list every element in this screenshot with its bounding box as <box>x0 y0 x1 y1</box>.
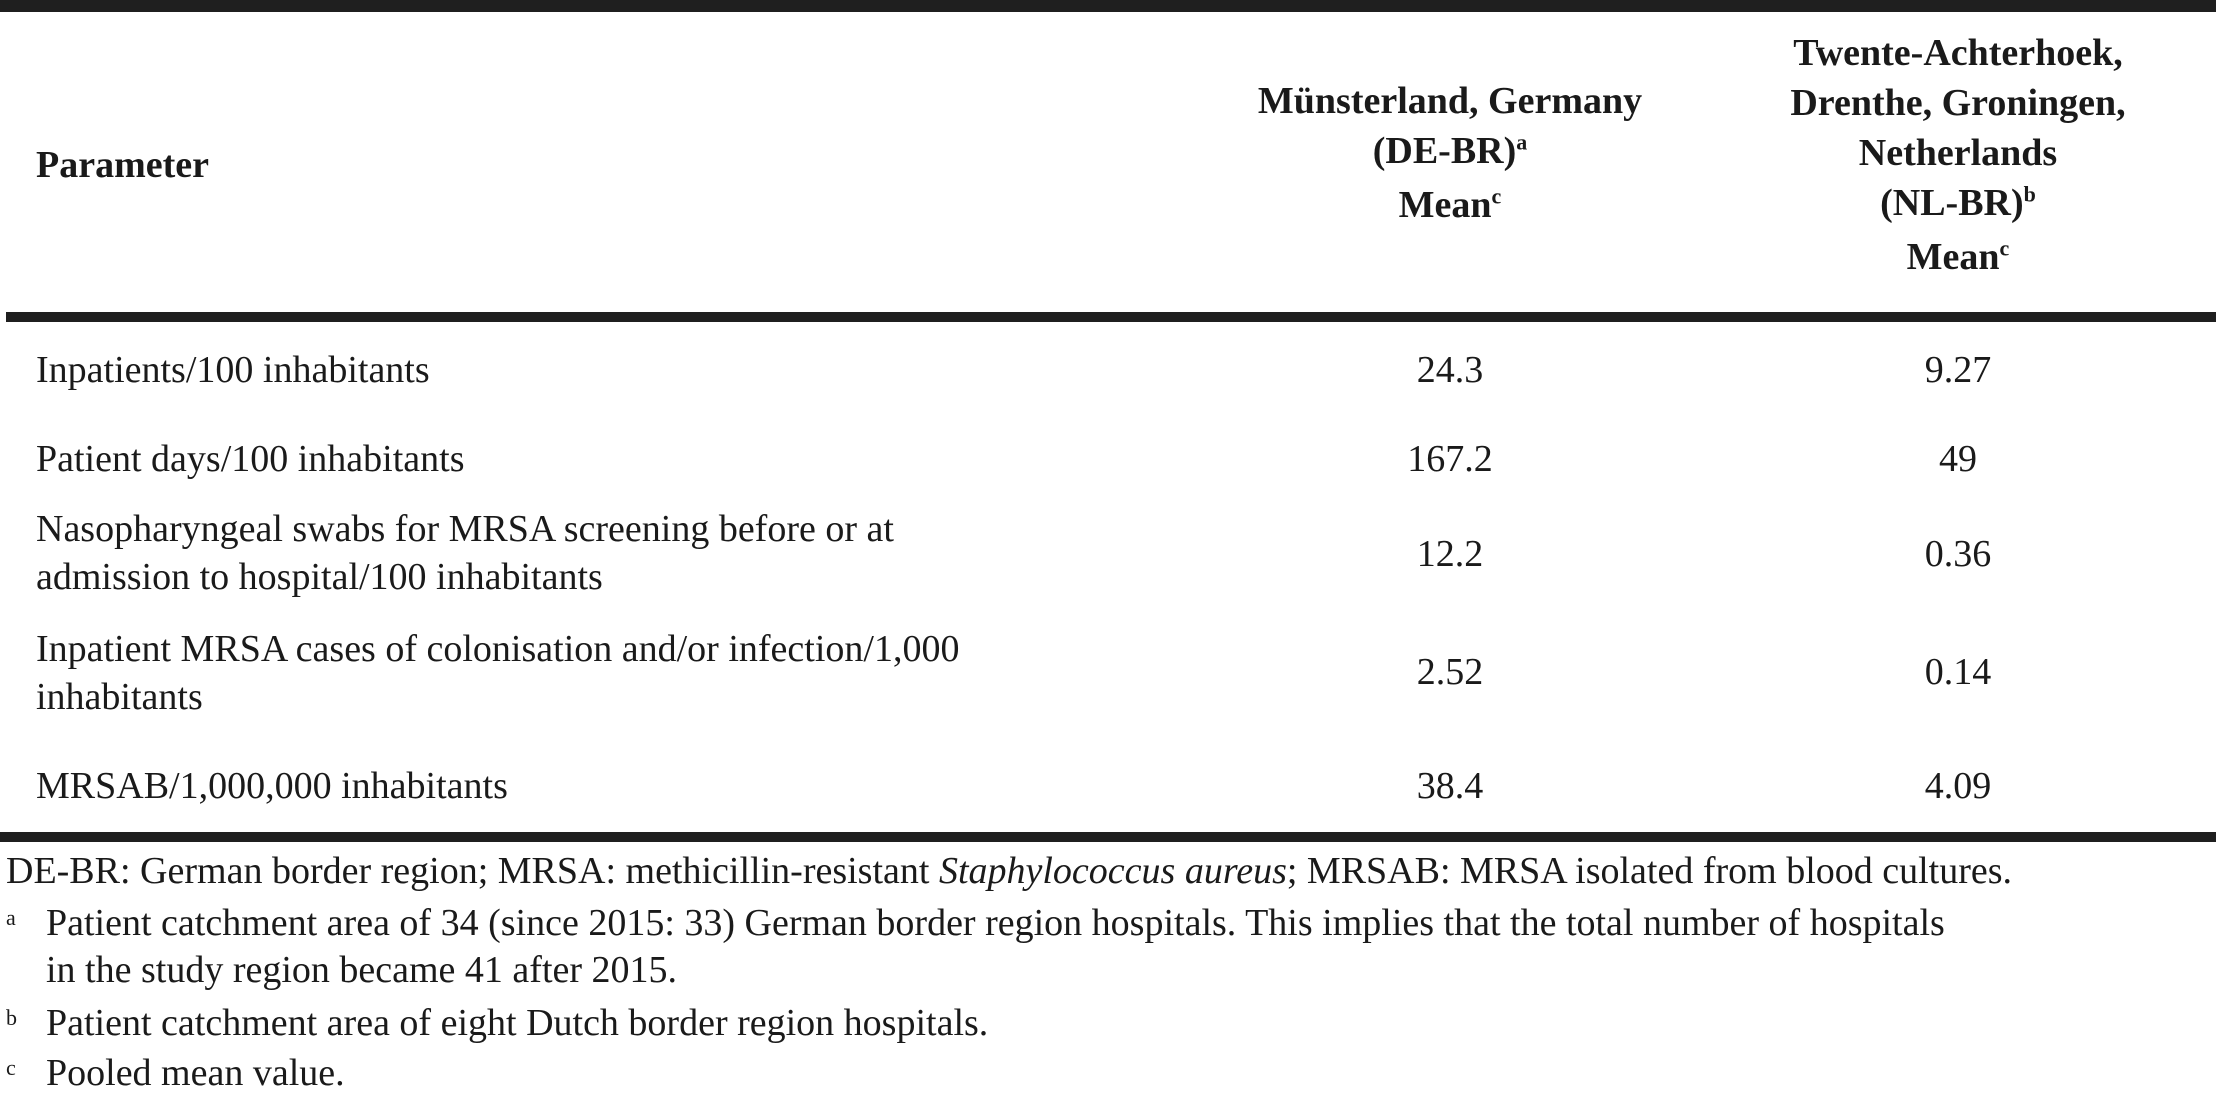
footnote-a-text: Patient catchment area of 34 (since 2015… <box>46 902 1945 991</box>
row-3-parameter-line1: Nasopharyngeal swabs for MRSA screening … <box>36 508 894 550</box>
header-de-line1: Münsterland, Germany <box>1257 80 1643 122</box>
footnote-ref-b: b <box>2023 181 2036 207</box>
row-3-parameter-line2: admission to hospital/100 inhabitants <box>36 556 603 598</box>
row-5-parameter: MRSAB/1,000,000 inhabitants <box>36 765 508 807</box>
row-2-de-value: 167.2 <box>1407 438 1493 480</box>
header-de-line2: (DE-BR)a <box>1372 129 1528 172</box>
footnote-c: c Pooled mean value. <box>6 1050 2216 1100</box>
footnote-a-mark: a <box>6 905 16 930</box>
row-2-parameter: Patient days/100 inhabitants <box>36 438 465 480</box>
footnote-b: b Patient catchment area of eight Dutch … <box>6 1000 2216 1050</box>
abbreviations-note: DE-BR: German border region; MRSA: methi… <box>6 850 2013 892</box>
footnote-c-text: Pooled mean value. <box>46 1052 345 1094</box>
header-nl-line1: Twente-Achterhoek, <box>1793 32 2123 74</box>
footnote-ref-a: a <box>1516 129 1528 155</box>
table-bottom-rule <box>0 832 2216 842</box>
header-nl-stat: Meanc <box>1906 235 2010 278</box>
header-nl-region: Twente-Achterhoek, Drenthe, Groningen, N… <box>1700 28 2216 282</box>
row-4-parameter-line2: inhabitants <box>36 676 203 718</box>
row-4-parameter: Inpatient MRSA cases of colonisation and… <box>36 625 1146 721</box>
footnote-ref-c2: c <box>1999 235 2010 261</box>
row-3-nl-value: 0.36 <box>1924 533 1992 575</box>
footnote-ref-c: c <box>1491 183 1502 209</box>
header-parameter: Parameter <box>36 144 209 186</box>
footnote-b-text: Patient catchment area of eight Dutch bo… <box>46 1002 989 1044</box>
row-1-parameter: Inpatients/100 inhabitants <box>36 349 430 391</box>
header-de-region: Münsterland, Germany (DE-BR)a Meanc <box>1200 76 1700 230</box>
header-nl-line4: (NL-BR)b <box>1880 181 2036 224</box>
header-nl-line2: Drenthe, Groningen, <box>1790 82 2126 124</box>
row-1-nl-value: 9.27 <box>1924 349 1992 391</box>
row-3-de-value: 12.2 <box>1416 533 1484 575</box>
row-4-de-value: 2.52 <box>1416 651 1484 693</box>
header-de-stat: Meanc <box>1398 183 1502 226</box>
table-header-rule <box>6 312 2216 322</box>
footnote-b-mark: b <box>6 1005 17 1030</box>
species-italic: Staphylococcus aureus <box>938 850 1287 892</box>
header-nl-line3: Netherlands <box>1858 132 2058 174</box>
table-top-rule <box>0 0 2216 12</box>
footnote-c-mark: c <box>6 1055 16 1080</box>
row-4-parameter-line1: Inpatient MRSA cases of colonisation and… <box>36 628 960 670</box>
row-1-de-value: 24.3 <box>1416 349 1484 391</box>
row-3-parameter: Nasopharyngeal swabs for MRSA screening … <box>36 505 1146 601</box>
row-5-nl-value: 4.09 <box>1924 765 1992 807</box>
row-4-nl-value: 0.14 <box>1924 651 1992 693</box>
footnote-a: a Patient catchment area of 34 (since 20… <box>6 900 2216 1000</box>
row-5-de-value: 38.4 <box>1416 765 1484 807</box>
row-2-nl-value: 49 <box>1939 438 1977 480</box>
